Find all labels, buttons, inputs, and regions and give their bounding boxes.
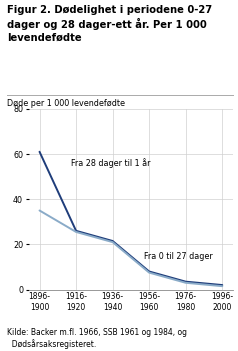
Text: Døde per 1 000 levendefødte: Døde per 1 000 levendefødte [7, 99, 125, 108]
Text: Fra 0 til 27 dager: Fra 0 til 27 dager [144, 252, 213, 261]
Text: Kilde: Backer m.fl. 1966, SSB 1961 og 1984, og
  Dødsårsaksregisteret.: Kilde: Backer m.fl. 1966, SSB 1961 og 19… [7, 328, 187, 349]
Text: Figur 2. Dødelighet i periodene 0-27
dager og 28 dager-ett år. Per 1 000
levende: Figur 2. Dødelighet i periodene 0-27 dag… [7, 5, 212, 43]
Text: Fra 28 dager til 1 år: Fra 28 dager til 1 år [71, 158, 150, 168]
